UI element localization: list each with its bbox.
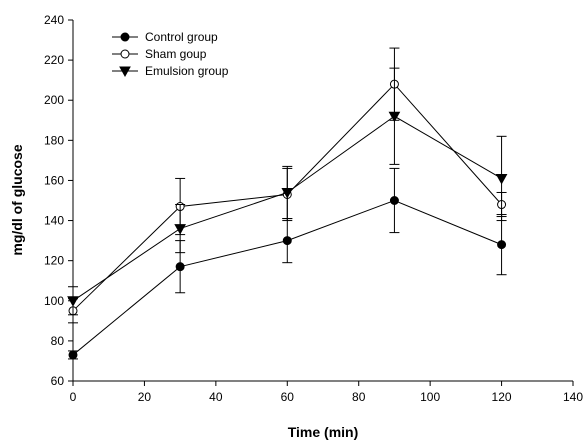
series-layer [67,47,508,360]
y-tick-label: 80 [51,334,65,348]
x-tick-label: 80 [352,390,366,404]
data-point [175,262,185,272]
x-axis-title: Time (min) [288,424,359,440]
data-point [68,350,78,360]
data-point [282,236,292,246]
y-tick-label: 240 [44,13,64,27]
legend-label: Sham goup [145,47,207,61]
legend: Control group Sham goup Emulsion group [112,30,229,78]
legend-label: Control group [145,30,218,44]
series-emulsion-group [67,67,508,316]
data-point [281,187,294,199]
data-point [388,111,401,123]
data-point [389,196,399,205]
legend-marker [120,32,130,42]
y-tick-label: 120 [44,254,64,268]
legend-marker [119,66,131,78]
y-tick-label: 60 [51,374,65,388]
y-tick-label: 220 [44,53,64,67]
y-tick-label: 160 [44,173,64,187]
x-tick-label: 0 [70,390,77,404]
x-tick-label: 60 [281,390,295,404]
data-point [174,224,186,235]
y-tick-label: 100 [44,294,64,308]
data-point [497,240,507,250]
legend-item-sham-goup: Sham goup [112,47,207,61]
y-tick-label: 140 [44,214,64,228]
data-point [495,173,508,185]
legend-label: Emulsion group [145,64,229,78]
y-tick-label: 200 [44,93,64,107]
y-axis-title: mg/dl of glucose [9,144,25,255]
data-point [67,296,79,307]
x-tick-label: 120 [492,390,512,404]
x-tick-label: 40 [209,390,223,404]
legend-marker [120,49,130,59]
x-tick-label: 100 [420,390,440,404]
axes-layer: 60 80 100 120 140 160 180 200 220 240 0 20 40 60 80 100… [44,13,583,404]
legend-item-emulsion-group: Emulsion group [112,64,229,78]
y-tick-label: 180 [44,133,64,147]
x-tick-label: 20 [138,390,152,404]
series-control-group [68,167,507,360]
x-tick-label: 140 [563,390,583,404]
legend-item-control-group: Control group [112,30,218,44]
